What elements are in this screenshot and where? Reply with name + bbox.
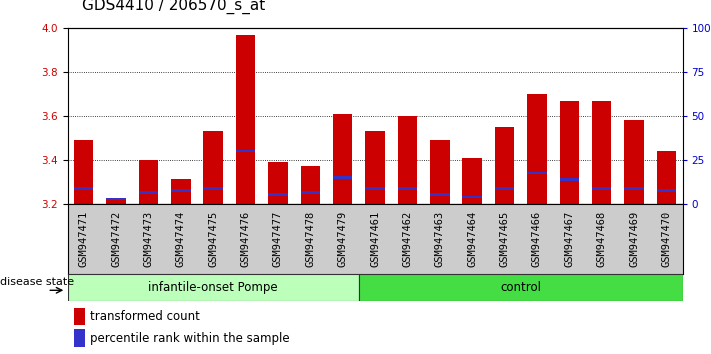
Bar xyxy=(397,116,417,204)
Bar xyxy=(430,194,449,196)
Bar xyxy=(359,274,683,301)
Text: infantile-onset Pompe: infantile-onset Pompe xyxy=(149,281,278,294)
Bar xyxy=(268,162,288,204)
Text: GSM947464: GSM947464 xyxy=(467,211,477,267)
Bar xyxy=(592,101,611,204)
Text: GSM947478: GSM947478 xyxy=(305,211,315,267)
Bar xyxy=(139,191,158,194)
Bar xyxy=(397,187,417,189)
Bar xyxy=(107,199,126,204)
Text: GSM947470: GSM947470 xyxy=(661,211,671,267)
Text: GSM947466: GSM947466 xyxy=(532,211,542,267)
Text: control: control xyxy=(501,281,541,294)
Bar xyxy=(203,131,223,204)
Text: GSM947476: GSM947476 xyxy=(240,211,250,267)
Bar xyxy=(333,176,353,178)
Bar xyxy=(74,308,85,325)
Text: GSM947473: GSM947473 xyxy=(144,211,154,267)
Bar xyxy=(107,198,126,200)
Text: GSM947465: GSM947465 xyxy=(500,211,510,267)
Bar xyxy=(74,329,85,347)
Bar xyxy=(560,178,579,181)
Bar xyxy=(68,274,359,301)
Bar xyxy=(657,189,676,192)
Bar xyxy=(171,189,191,192)
Bar xyxy=(301,166,320,204)
Bar xyxy=(560,101,579,204)
Text: GSM947479: GSM947479 xyxy=(338,211,348,267)
Bar xyxy=(527,94,547,204)
Bar xyxy=(624,120,643,204)
Bar xyxy=(365,187,385,189)
Bar xyxy=(624,187,643,189)
Text: GSM947467: GSM947467 xyxy=(565,211,574,267)
Bar xyxy=(236,35,255,204)
Text: GSM947463: GSM947463 xyxy=(435,211,445,267)
Text: GSM947472: GSM947472 xyxy=(111,211,121,267)
Text: GDS4410 / 206570_s_at: GDS4410 / 206570_s_at xyxy=(82,0,265,14)
Bar xyxy=(203,187,223,189)
Bar xyxy=(592,187,611,189)
Bar xyxy=(430,140,449,204)
Bar xyxy=(268,194,288,196)
Bar xyxy=(462,196,482,198)
Text: GSM947468: GSM947468 xyxy=(597,211,606,267)
Bar xyxy=(462,158,482,204)
Bar xyxy=(495,127,514,204)
Bar xyxy=(301,191,320,194)
Text: disease state: disease state xyxy=(0,277,74,287)
Bar xyxy=(236,150,255,152)
Text: GSM947462: GSM947462 xyxy=(402,211,412,267)
Bar xyxy=(365,131,385,204)
Text: GSM947474: GSM947474 xyxy=(176,211,186,267)
Bar xyxy=(333,114,353,204)
Bar xyxy=(139,160,158,204)
Text: transformed count: transformed count xyxy=(90,310,200,323)
Text: percentile rank within the sample: percentile rank within the sample xyxy=(90,332,289,344)
Text: GSM947471: GSM947471 xyxy=(79,211,89,267)
Bar xyxy=(495,187,514,189)
Bar xyxy=(527,172,547,174)
Text: GSM947477: GSM947477 xyxy=(273,211,283,267)
Bar xyxy=(74,187,93,189)
Text: GSM947475: GSM947475 xyxy=(208,211,218,267)
Bar xyxy=(171,179,191,204)
Text: GSM947461: GSM947461 xyxy=(370,211,380,267)
Text: GSM947469: GSM947469 xyxy=(629,211,639,267)
Bar xyxy=(657,151,676,204)
Bar xyxy=(74,140,93,204)
